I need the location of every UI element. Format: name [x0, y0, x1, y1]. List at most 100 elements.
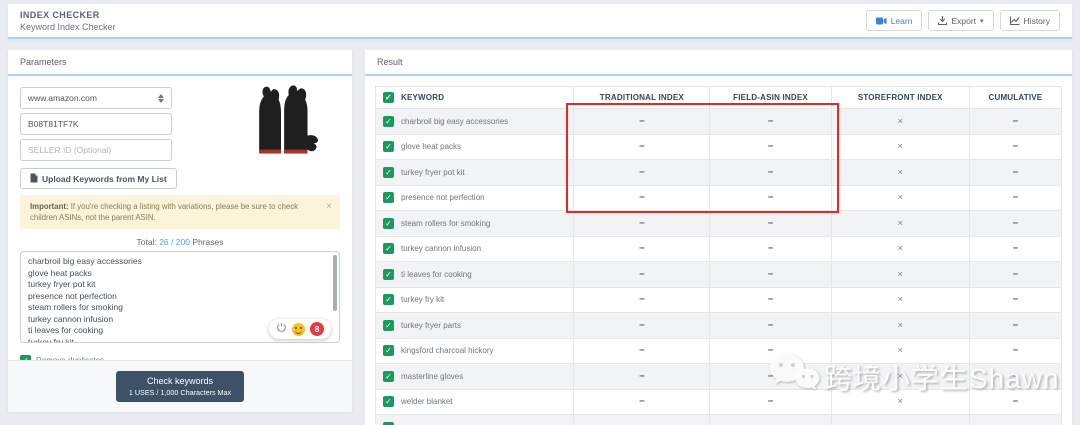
- table-row: ✓−−×−: [376, 415, 1062, 425]
- storefront-index-cell: ×: [831, 109, 969, 135]
- learn-button-label: Learn: [891, 16, 913, 26]
- storefront-index-cell: ×: [831, 160, 969, 186]
- storefront-index-cell: ×: [831, 211, 969, 237]
- file-icon: [30, 173, 38, 185]
- traditional-index-cell: −: [574, 313, 710, 339]
- row-checkbox[interactable]: ✓: [383, 192, 394, 203]
- result-panel-title: Result: [365, 50, 1072, 76]
- notification-badge[interactable]: 8: [310, 322, 324, 336]
- table-row: ✓steam rollers for smoking−−×−: [376, 211, 1062, 237]
- upload-keywords-button[interactable]: Upload Keywords from My List: [20, 168, 177, 189]
- column-header-field-asin-index: FIELD-ASIN INDEX: [710, 87, 831, 109]
- export-button[interactable]: Export ▾: [928, 10, 993, 31]
- table-row: ✓charbroil big easy accessories−−×−: [376, 109, 1062, 135]
- table-row: ✓turkey fryer parts−−×−: [376, 313, 1062, 339]
- cumulative-cell: −: [969, 338, 1061, 364]
- browser-extension-widget[interactable]: 8: [269, 319, 331, 339]
- table-row: ✓ti leaves for cooking−−×−: [376, 262, 1062, 288]
- table-row: ✓masterline gloves−−×−: [376, 364, 1062, 390]
- learn-button[interactable]: Learn: [866, 10, 923, 31]
- row-checkbox[interactable]: ✓: [383, 269, 394, 280]
- field-asin-index-cell: −: [710, 415, 831, 425]
- section-title: INDEX CHECKER: [20, 10, 116, 20]
- row-checkbox[interactable]: ✓: [383, 116, 394, 127]
- phrases-total: Total: 26 / 200 Phrases: [20, 237, 340, 247]
- row-checkbox[interactable]: ✓: [383, 218, 394, 229]
- check-keywords-button[interactable]: Check keywords 1 USES / 1,000 Characters…: [116, 371, 244, 402]
- storefront-index-cell: ×: [831, 134, 969, 160]
- table-row: ✓turkey cannon infusion−−×−: [376, 236, 1062, 262]
- export-button-label: Export: [951, 16, 976, 26]
- asin-input[interactable]: [20, 113, 172, 135]
- page-title: Keyword Index Checker: [20, 22, 116, 32]
- row-checkbox[interactable]: ✓: [383, 396, 394, 407]
- top-bar: INDEX CHECKER Keyword Index Checker Lear…: [8, 4, 1072, 39]
- field-asin-index-cell: −: [710, 287, 831, 313]
- table-row: ✓glove heat packs−−×−: [376, 134, 1062, 160]
- row-keyword: kingsford charcoal hickory: [401, 346, 493, 355]
- marketplace-select-value: www.amazon.com: [28, 93, 97, 103]
- cumulative-cell: −: [969, 160, 1061, 186]
- field-asin-index-cell: −: [710, 389, 831, 415]
- row-keyword: presence not perfection: [401, 193, 485, 202]
- field-asin-index-cell: −: [710, 134, 831, 160]
- row-checkbox[interactable]: ✓: [383, 294, 394, 305]
- row-checkbox[interactable]: ✓: [383, 345, 394, 356]
- total-count: 26 / 200: [159, 237, 190, 247]
- traditional-index-cell: −: [574, 185, 710, 211]
- marketplace-select[interactable]: www.amazon.com: [20, 87, 172, 109]
- parameters-panel-title: Parameters: [8, 50, 352, 76]
- row-checkbox[interactable]: ✓: [383, 141, 394, 152]
- traditional-index-cell: −: [574, 287, 710, 313]
- row-keyword: steam rollers for smoking: [401, 219, 490, 228]
- column-header-keyword: KEYWORD: [401, 93, 444, 102]
- cumulative-cell: −: [969, 287, 1061, 313]
- column-header-cumulative: CUMULATIVE: [969, 87, 1061, 109]
- seller-id-input[interactable]: [20, 139, 172, 161]
- result-table-body: ✓charbroil big easy accessories−−×−✓glov…: [376, 109, 1062, 425]
- field-asin-index-cell: −: [710, 338, 831, 364]
- storefront-index-cell: ×: [831, 415, 969, 425]
- row-checkbox[interactable]: ✓: [383, 320, 394, 331]
- product-image-gloves: [242, 80, 320, 165]
- table-row: ✓welder blanket−−×−: [376, 389, 1062, 415]
- storefront-index-cell: ×: [831, 338, 969, 364]
- row-checkbox[interactable]: ✓: [383, 243, 394, 254]
- download-icon: [938, 16, 947, 25]
- field-asin-index-cell: −: [710, 109, 831, 135]
- emoji-face-icon[interactable]: [292, 323, 305, 336]
- cumulative-cell: −: [969, 211, 1061, 237]
- total-suffix: Phrases: [192, 237, 223, 247]
- history-button[interactable]: History: [1000, 10, 1060, 31]
- power-icon[interactable]: [276, 322, 287, 336]
- traditional-index-cell: −: [574, 160, 710, 186]
- traditional-index-cell: −: [574, 389, 710, 415]
- warning-close-icon[interactable]: ×: [326, 201, 332, 212]
- row-checkbox[interactable]: ✓: [383, 167, 394, 178]
- select-stepper-icon: [158, 94, 164, 103]
- traditional-index-cell: −: [574, 415, 710, 425]
- storefront-index-cell: ×: [831, 185, 969, 211]
- cumulative-cell: −: [969, 364, 1061, 390]
- table-row: ✓presence not perfection−−×−: [376, 185, 1062, 211]
- cumulative-cell: −: [969, 236, 1061, 262]
- row-checkbox[interactable]: ✓: [383, 371, 394, 382]
- column-header-storefront-index: STOREFRONT INDEX: [831, 87, 969, 109]
- storefront-index-cell: ×: [831, 313, 969, 339]
- result-panel: Result ✓ KEYWORD TRADITIONAL INDEX FIELD…: [365, 50, 1072, 425]
- cumulative-cell: −: [969, 389, 1061, 415]
- field-asin-index-cell: −: [710, 185, 831, 211]
- storefront-index-cell: ×: [831, 262, 969, 288]
- total-label: Total:: [137, 237, 157, 247]
- row-keyword: turkey fryer parts: [401, 321, 461, 330]
- field-asin-index-cell: −: [710, 364, 831, 390]
- traditional-index-cell: −: [574, 134, 710, 160]
- history-button-label: History: [1024, 16, 1050, 26]
- column-header-traditional-index: TRADITIONAL INDEX: [574, 87, 710, 109]
- table-row: ✓kingsford charcoal hickory−−×−: [376, 338, 1062, 364]
- textarea-scrollbar[interactable]: [333, 255, 337, 311]
- row-keyword: ti leaves for cooking: [401, 270, 472, 279]
- select-all-checkbox[interactable]: ✓: [383, 92, 394, 103]
- storefront-index-cell: ×: [831, 364, 969, 390]
- result-table: ✓ KEYWORD TRADITIONAL INDEX FIELD-ASIN I…: [375, 86, 1062, 425]
